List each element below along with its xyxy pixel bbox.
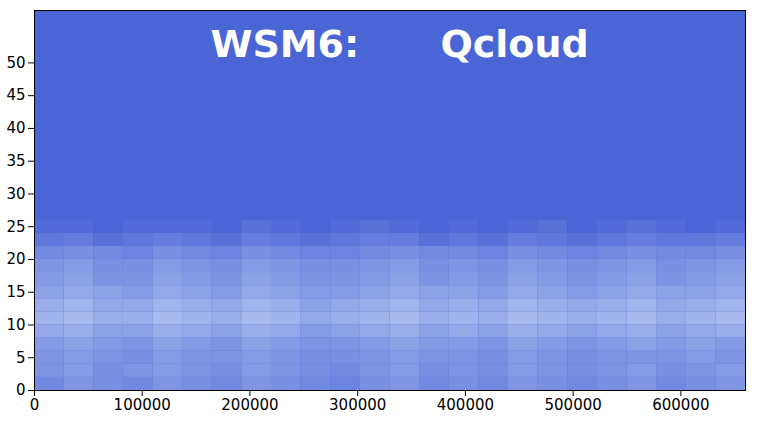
svg-text:35: 35 xyxy=(6,152,25,170)
svg-text:25: 25 xyxy=(6,218,25,236)
svg-text:500000: 500000 xyxy=(545,396,602,414)
svg-text:5: 5 xyxy=(16,349,26,367)
svg-text:15: 15 xyxy=(6,283,25,301)
svg-text:20: 20 xyxy=(6,250,25,268)
svg-text:WSM6:: WSM6: xyxy=(211,22,360,66)
svg-text:30: 30 xyxy=(6,185,25,203)
svg-text:0: 0 xyxy=(30,396,40,414)
svg-text:Qcloud: Qcloud xyxy=(441,22,589,66)
svg-text:100000: 100000 xyxy=(114,396,171,414)
svg-text:0: 0 xyxy=(16,381,26,399)
svg-text:200000: 200000 xyxy=(221,396,278,414)
svg-text:600000: 600000 xyxy=(652,396,709,414)
svg-text:400000: 400000 xyxy=(437,396,494,414)
svg-text:40: 40 xyxy=(6,119,25,137)
svg-text:10: 10 xyxy=(6,316,25,334)
svg-text:50: 50 xyxy=(6,54,25,72)
svg-text:45: 45 xyxy=(6,86,25,104)
svg-text:300000: 300000 xyxy=(329,396,386,414)
